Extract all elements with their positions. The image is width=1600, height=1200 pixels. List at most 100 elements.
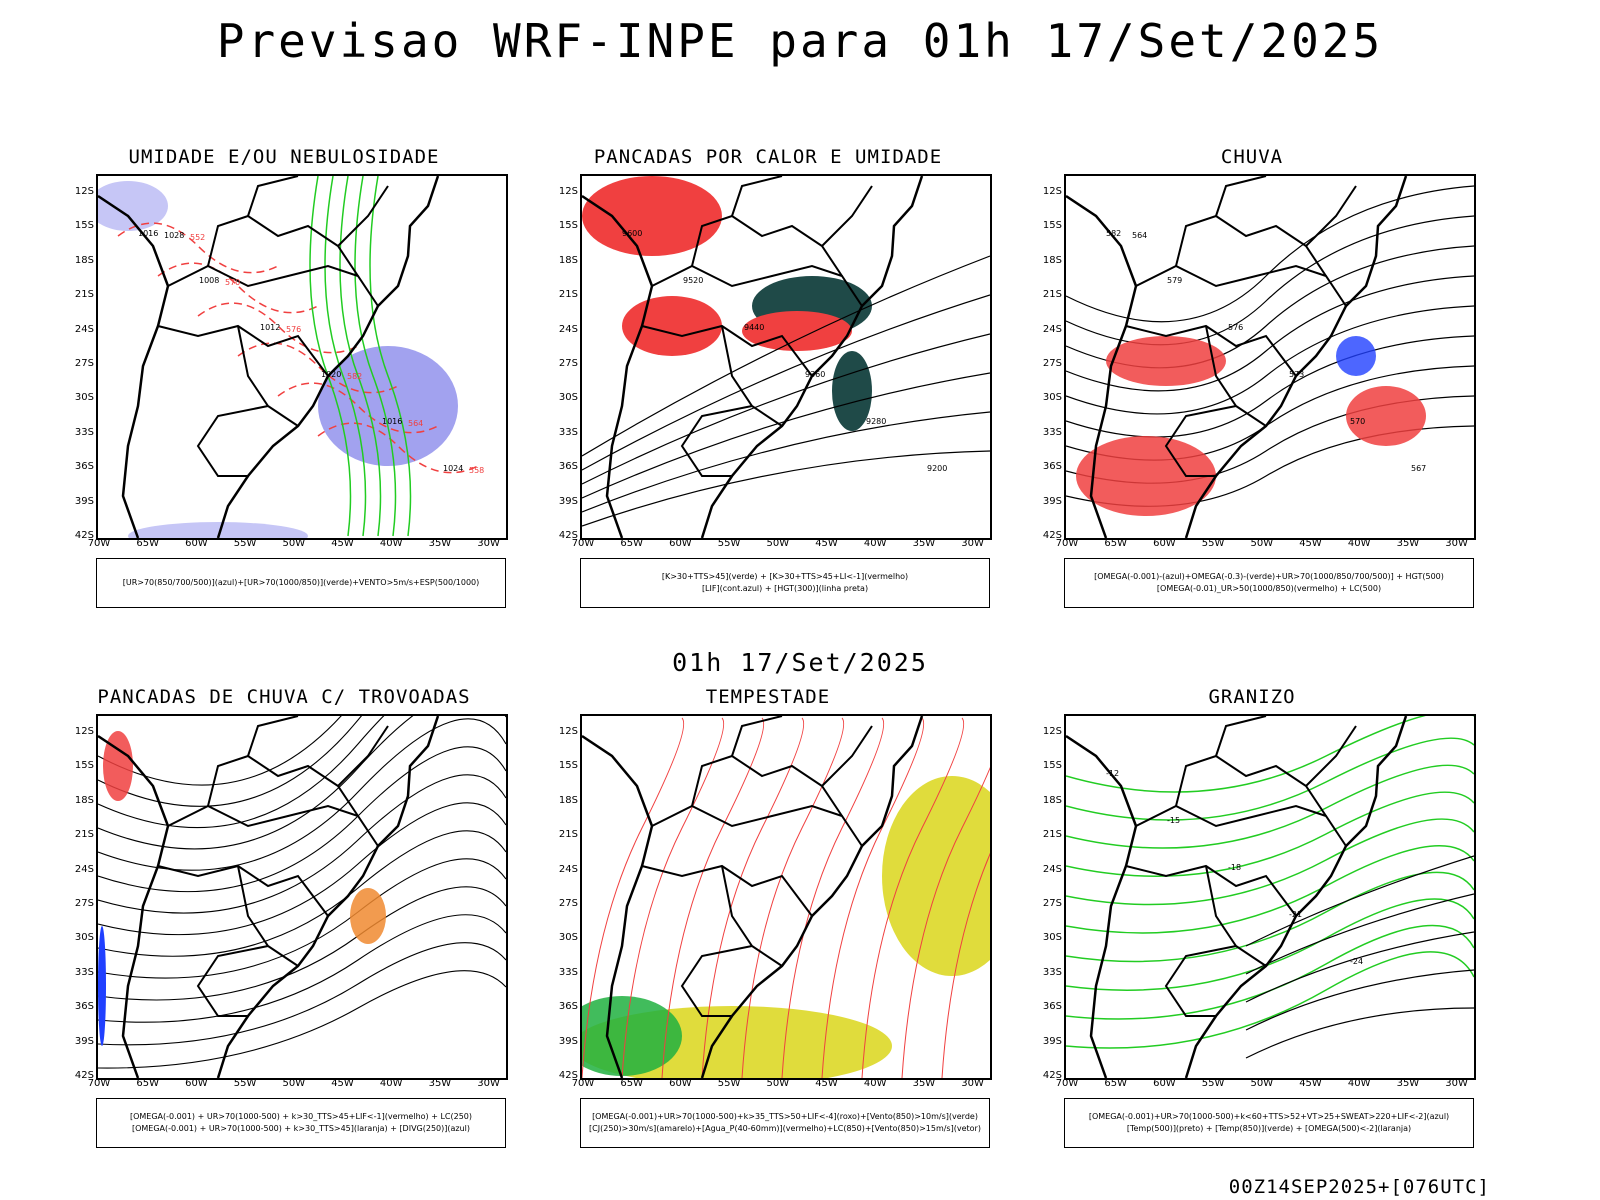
longitude-tick: 40W: [863, 1078, 887, 1089]
country-border: [691, 754, 843, 817]
coastline: [582, 176, 924, 538]
country-border: [247, 716, 299, 757]
longitude-tick: 70W: [1055, 1078, 1079, 1089]
height-contour: [582, 372, 990, 499]
latitude-tick: 30S: [74, 392, 94, 404]
map-frame: 9600 9520 9440 9360 9280 9200: [580, 174, 992, 540]
latitude-tick: 24S: [74, 323, 94, 335]
longitude-tick: 35W: [428, 538, 452, 549]
latitude-tick: 36S: [74, 1001, 94, 1013]
longitude-tick: 45W: [815, 538, 838, 549]
panel-title: PANCADAS POR CALOR E UMIDADE: [593, 146, 943, 168]
longitude-tick: 50W: [1250, 1078, 1274, 1089]
country-border: [247, 176, 299, 217]
temperature-contour: [1066, 845, 1474, 934]
section-time-title: 01h 17/Set/2025: [672, 648, 928, 677]
legend-line: [OMEGA(-0.001) + UR>70(1000-500) + k>30_…: [131, 1124, 471, 1133]
latitude-tick: 15S: [74, 760, 94, 772]
country-border: [1205, 865, 1267, 967]
streamline: [582, 717, 685, 1078]
coastline: [98, 176, 440, 538]
contour-label: 9440: [744, 323, 764, 332]
streamline: [661, 717, 765, 1078]
longitude-tick: 55W: [233, 1078, 257, 1089]
map-frame: 1016 1008 1012 1020 1016 1024 1028 570 576 582 564…: [96, 174, 508, 540]
legend-box: [K>30+TTS>45](verde) + [K>30+TTS>45+LI<-…: [580, 558, 990, 608]
contour-label: 564: [408, 419, 423, 428]
contour-label: 564: [1132, 231, 1147, 240]
thickness-contour: [237, 342, 399, 394]
longitude-tick: 45W: [1299, 538, 1322, 549]
panel-title: CHUVA: [1220, 146, 1284, 168]
panel-title: PANCADAS DE CHUVA C/ TROVOADAS: [97, 686, 471, 708]
streamline: [98, 942, 506, 1046]
country-border: [196, 405, 269, 477]
height-contour: [582, 255, 990, 457]
latitude-tick: 39S: [558, 495, 578, 507]
contour-label: 579: [1167, 276, 1182, 285]
country-border: [821, 185, 873, 247]
streamline: [1066, 305, 1474, 415]
streamline: [98, 802, 506, 936]
contour-label: 9200: [927, 464, 947, 473]
map-canvas: 9600 9520 9440 9360 9280 9200: [582, 176, 990, 538]
latitude-tick: 12S: [74, 186, 94, 197]
streamline: [901, 766, 990, 1078]
legend-line: [OMEGA(-0.001)+UR>70(1000-500)+k>35_TTS>…: [592, 1112, 978, 1121]
longitude-tick: 40W: [379, 538, 403, 549]
map-frame: -12 -15 -18 -21 -24: [1064, 714, 1476, 1080]
longitude-tick: 35W: [1396, 538, 1420, 549]
country-border: [821, 725, 873, 787]
longitude-tick: 40W: [863, 538, 887, 549]
convection-area: [582, 176, 722, 256]
country-border: [207, 214, 359, 277]
streamline: [98, 914, 506, 1023]
temperature-contour: [1245, 931, 1474, 1003]
longitude-tick: 30W: [477, 1078, 500, 1089]
legend-line: [OMEGA(-0.001)-(azul)+OMEGA(-0.3)-(verde…: [1094, 572, 1444, 581]
temperature-contour: [1066, 924, 1474, 1020]
height-contour: [582, 450, 990, 527]
longitude-tick: 35W: [428, 1078, 452, 1089]
country-border: [680, 405, 753, 477]
latitude-tick: 18S: [74, 794, 94, 806]
longitude-tick: 30W: [1445, 1078, 1468, 1089]
humidity-area: [98, 181, 168, 231]
contour-label: 1024: [443, 464, 463, 473]
longitude-tick: 55W: [1201, 1078, 1225, 1089]
legend-line: [Temp(500)](preto) + [Temp(850)](verde) …: [1126, 1124, 1412, 1133]
height-contour: [582, 411, 990, 513]
streamline: [941, 852, 990, 1078]
country-border: [1305, 725, 1357, 787]
coastline: [1066, 716, 1408, 1078]
streamline: [98, 970, 506, 1069]
country-border: [1215, 176, 1267, 217]
streamline: [741, 717, 845, 1078]
latitude-tick: 18S: [74, 254, 94, 266]
temperature-contour: [1066, 716, 1474, 793]
longitude-tick: 35W: [1396, 1078, 1420, 1089]
rain-area: [1336, 336, 1376, 376]
longitude-tick: 60W: [185, 538, 208, 549]
country-border: [1135, 264, 1347, 307]
contour-label: 558: [469, 466, 484, 475]
longitude-tick: 60W: [185, 1078, 208, 1089]
country-border: [731, 716, 783, 757]
latitude-tick: 42S: [74, 1070, 94, 1081]
latitude-tick: 21S: [74, 289, 94, 301]
longitude-tick: 55W: [233, 538, 257, 549]
longitude-tick: 65W: [620, 538, 643, 549]
longitude-tick: 50W: [766, 1078, 790, 1089]
legend-line: [LIF](cont.azul) + [HGT(300)](linha pret…: [701, 584, 869, 593]
contour-label: 582: [1106, 229, 1121, 238]
instability-area: [832, 351, 872, 431]
country-border: [1205, 325, 1267, 427]
latitude-tick: 33S: [558, 966, 578, 978]
contour-label: 576: [1228, 323, 1243, 332]
legend-line: [K>30+TTS>45](verde) + [K>30+TTS>45+LI<-…: [661, 572, 909, 581]
height-contour: [582, 294, 990, 471]
temperature-contour: [1245, 1007, 1474, 1059]
streamline: [1066, 275, 1474, 392]
map-frame: [580, 714, 992, 1080]
contour-label: 9600: [622, 229, 642, 238]
